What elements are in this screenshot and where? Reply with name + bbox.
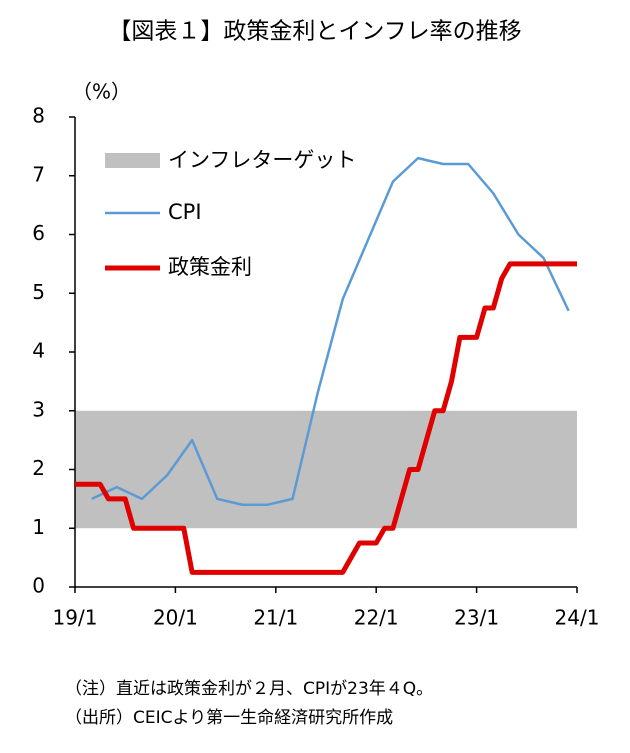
series-line [91,156,570,506]
chart-title: 【図表１】政策金利とインフレ率の推移 [108,19,521,45]
legend-label: 政策金利 [168,255,252,279]
y-tick-label: 8 [32,104,45,128]
y-tick-label: 5 [32,280,45,304]
target-band [75,410,577,529]
x-tick-label: 19/1 [53,606,98,630]
legend-label: CPI [168,200,202,224]
legend-label: インフレターゲット [168,148,356,172]
series-line [75,261,577,575]
x-tick-label: 22/1 [354,606,399,630]
x-tick-label: 21/1 [253,606,298,630]
y-tick-label: 4 [32,339,45,363]
source: （出所）CEICより第一生命経済研究所作成 [65,708,393,728]
y-tick-label: 2 [32,456,45,480]
y-tick-label: 0 [32,574,45,598]
x-tick-label: 24/1 [555,606,600,630]
x-tick-label: 23/1 [454,606,499,630]
legend-swatch [105,153,160,168]
x-tick-label: 20/1 [153,606,198,630]
y-tick-label: 7 [32,162,45,186]
y-tick-label: 3 [32,397,45,421]
note: （注）直近は政策金利が２月、CPIが23年４Q。 [65,679,433,699]
y-tick-label: 1 [32,515,45,539]
y-axis-label: （%） [72,80,131,104]
y-tick-label: 6 [32,221,45,245]
